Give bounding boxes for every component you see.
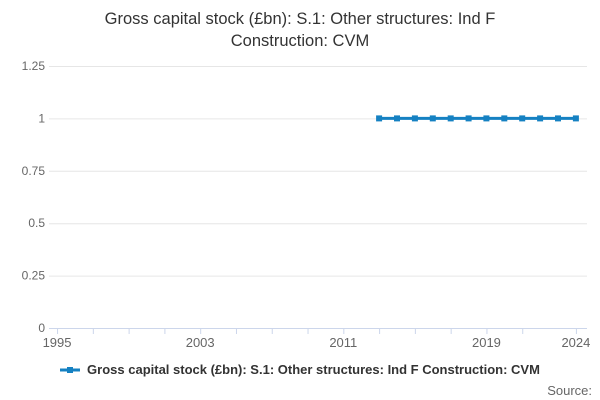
y-axis-tick-label: 0.75 [22,164,46,178]
data-point-marker[interactable] [537,115,544,122]
y-axis-tick-label: 0.5 [28,216,45,230]
data-point-marker[interactable] [429,115,436,122]
y-axis-tick-label: 1 [38,111,45,125]
x-axis-tick-label: 2011 [329,335,357,350]
data-point-marker[interactable] [376,115,383,122]
chart-title-line2: Construction: CVM [230,32,370,50]
data-point-marker[interactable] [555,115,561,122]
chart-title: Gross capital stock (£bn): S.1: Other st… [0,8,600,52]
data-point-marker[interactable] [394,115,400,122]
data-point-marker[interactable] [501,115,508,122]
data-point-marker[interactable] [411,115,418,122]
source-note: Source: [547,383,592,398]
chart-title-line1: Gross capital stock (£bn): S.1: Other st… [104,10,496,28]
data-point-marker[interactable] [465,115,472,122]
y-axis-tick-label: 0 [38,321,45,335]
legend-item-label: Gross capital stock (£bn): S.1: Other st… [87,362,540,377]
legend-item[interactable]: Gross capital stock (£bn): S.1: Other st… [60,362,540,377]
data-point-marker[interactable] [447,115,454,122]
legend-series-symbol-icon [60,366,81,373]
x-axis-tick-label: 2019 [472,335,501,350]
x-axis-tick-label: 2003 [186,335,215,350]
x-axis-tick-label: 2024 [561,335,590,350]
data-point-marker[interactable] [572,115,579,122]
x-axis-tick-label: 1995 [43,335,72,350]
y-axis-tick-label: 1.25 [22,59,46,73]
legend-square-marker-icon [67,366,74,373]
legend: Gross capital stock (£bn): S.1: Other st… [0,362,600,377]
y-axis-tick-label: 0.25 [22,269,46,283]
data-point-marker[interactable] [483,115,490,122]
data-point-marker[interactable] [519,115,526,122]
